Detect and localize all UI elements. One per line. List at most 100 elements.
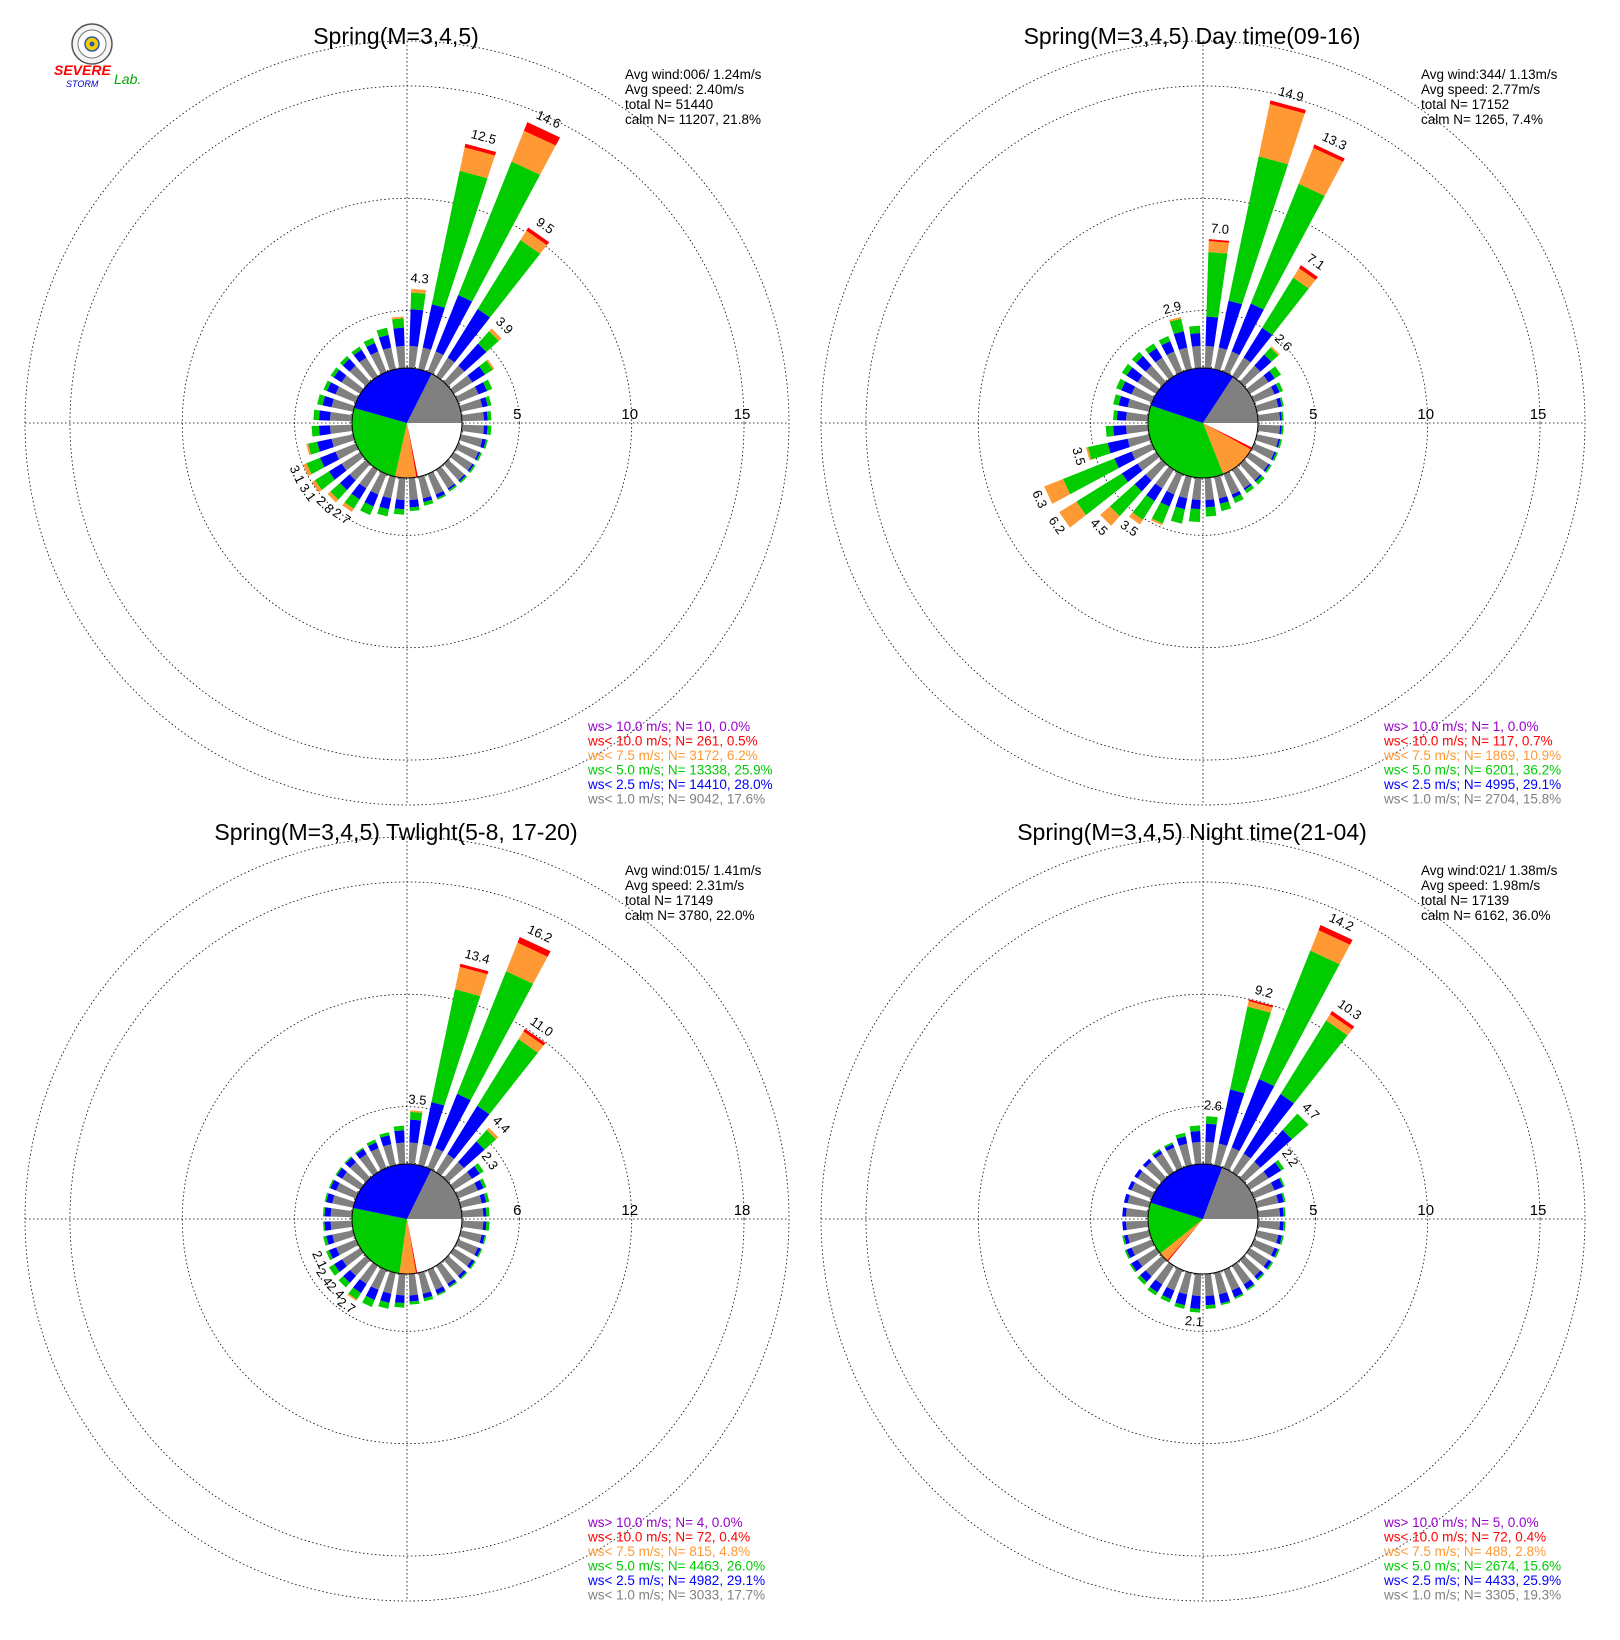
wind-bar-segment xyxy=(448,1281,458,1288)
wind-bar-segment xyxy=(479,1234,485,1244)
wind-bar-segment xyxy=(344,493,360,509)
wind-bar-segment xyxy=(1192,345,1202,369)
radial-tick-label: 10 xyxy=(621,406,638,423)
calm-pie-outline xyxy=(351,1163,463,1275)
wind-bar-segment xyxy=(1205,1295,1216,1306)
wind-bar-segment xyxy=(408,345,418,369)
wind-bar-segment xyxy=(1239,1161,1261,1183)
calm-pie-slice xyxy=(1203,376,1258,423)
wind-bar-segment xyxy=(459,963,489,975)
wind-bar-segment xyxy=(486,359,495,370)
calm-pie-slice xyxy=(407,1169,462,1219)
legend-entry: ws< 2.5 m/s; N= 4982, 29.1% xyxy=(587,1573,765,1588)
wind-bar-segment xyxy=(443,459,465,481)
wind-bar-segment xyxy=(486,1127,499,1140)
wind-bar-segment xyxy=(342,358,356,372)
stats-line: Avg speed: 2.31m/s xyxy=(625,878,744,893)
wind-bar-segment xyxy=(1279,397,1284,407)
wind-bar-segment xyxy=(341,1171,364,1191)
wind-bar-segment xyxy=(1258,104,1305,165)
wind-bar-segment xyxy=(479,1178,487,1189)
wind-bar-segment xyxy=(349,365,371,387)
radial-tick-label: 12 xyxy=(621,1202,638,1219)
wind-bar-segment xyxy=(344,1156,352,1164)
legend-entry: ws< 5.0 m/s; N= 6201, 36.2% xyxy=(1383,763,1561,778)
wind-bar-segment xyxy=(1178,347,1192,371)
bar-value-label: 14.9 xyxy=(1277,83,1305,104)
bar-value-label: 2.2 xyxy=(1279,1146,1302,1169)
wind-bar-segment xyxy=(330,1208,353,1218)
wind-bar-segment xyxy=(332,1230,355,1243)
wind-bar-segment xyxy=(1223,1267,1240,1291)
wind-bar-segment xyxy=(1251,386,1275,403)
wind-bar-segment xyxy=(379,496,392,510)
wind-bar-segment xyxy=(458,474,466,482)
calm-pie-slice xyxy=(1160,1219,1203,1261)
wind-bar-segment xyxy=(1149,1279,1163,1293)
legend-entry: ws> 10.0 m/s; N= 5, 0.0% xyxy=(1383,1515,1539,1530)
wind-bar-segment xyxy=(320,451,340,468)
wind-bar-segment xyxy=(396,345,406,369)
wind-bar-segment xyxy=(1218,496,1229,504)
wind-bar-segment xyxy=(459,1230,482,1243)
wind-bar-segment xyxy=(1246,1283,1256,1291)
wind-bar-segment xyxy=(335,443,359,460)
wind-bar-segment xyxy=(1105,425,1114,437)
wind-bar-segment xyxy=(1326,1014,1353,1036)
wind-rose-panel-4: 5 10 152.69.214.210.34.72.22.1Spring(M=3,4… xyxy=(820,819,1586,1603)
wind-bar-segment xyxy=(474,1247,481,1257)
wind-bar-segment xyxy=(1116,410,1127,421)
wind-bar-segment xyxy=(335,386,359,403)
calm-pie-slice xyxy=(1203,1167,1258,1219)
wind-bar-segment xyxy=(1109,484,1142,517)
polar-grid-ring xyxy=(69,881,745,1557)
wind-bar-segment xyxy=(336,1167,347,1179)
wind-bar-segment xyxy=(411,288,427,294)
bar-value-label: 9.2 xyxy=(1253,982,1274,1001)
wind-bar-segment xyxy=(489,328,502,341)
wind-bar-segment xyxy=(1178,1271,1192,1295)
radial-tick-label: 15 xyxy=(1530,406,1547,423)
wind-bar-segment xyxy=(511,130,556,175)
calm-pie-slice xyxy=(351,407,407,477)
wind-bar-segment xyxy=(359,1262,379,1285)
wind-bar-segment xyxy=(1239,365,1261,387)
wind-bar-segment xyxy=(1127,1194,1151,1208)
wind-bar-segment xyxy=(486,410,492,421)
calm-pie-slice xyxy=(1203,423,1253,450)
wind-bar-segment xyxy=(1279,1235,1284,1245)
wind-bar-segment xyxy=(394,1294,405,1304)
wind-bar-segment xyxy=(476,452,483,462)
wind-bar-segment xyxy=(396,1273,406,1296)
wind-bar-segment xyxy=(467,366,486,383)
polar-grid-ring xyxy=(181,993,633,1445)
wind-bar-segment xyxy=(422,304,445,350)
wind-bar-segment xyxy=(1160,1295,1171,1303)
wind-bar-segment xyxy=(383,1271,396,1294)
wind-bar-segment xyxy=(461,424,485,434)
wind-bar-segment xyxy=(409,1119,422,1144)
wind-bar-segment xyxy=(1257,1208,1281,1218)
wind-bar-segment xyxy=(1145,343,1157,354)
wind-bar-segment xyxy=(322,396,334,408)
logo-lab-text: Lab. xyxy=(114,71,141,87)
wind-bar-segment xyxy=(328,1247,340,1259)
wind-bar-segment xyxy=(1204,1273,1214,1297)
polar-grid-ring xyxy=(181,197,633,649)
wind-bar-segment xyxy=(1248,999,1274,1008)
wind-bar-segment xyxy=(1231,1262,1251,1285)
wind-bar-segment xyxy=(483,425,488,435)
wind-bar-segment xyxy=(427,1147,444,1171)
wind-bar-segment xyxy=(1231,1153,1251,1176)
wind-bar-segment xyxy=(366,342,379,356)
wind-bar-segment xyxy=(339,474,356,491)
wind-bar-segment xyxy=(520,230,547,254)
wind-bar-segment xyxy=(330,482,348,500)
bar-value-label: 4.3 xyxy=(410,270,429,287)
wind-bar-segment xyxy=(1278,439,1283,449)
wind-bar-segment xyxy=(314,471,335,491)
wind-bar-segment xyxy=(370,1267,387,1291)
wind-bar-segment xyxy=(435,466,455,489)
wind-bar-segment xyxy=(1270,451,1277,461)
wind-bar-segment xyxy=(1266,1261,1274,1271)
